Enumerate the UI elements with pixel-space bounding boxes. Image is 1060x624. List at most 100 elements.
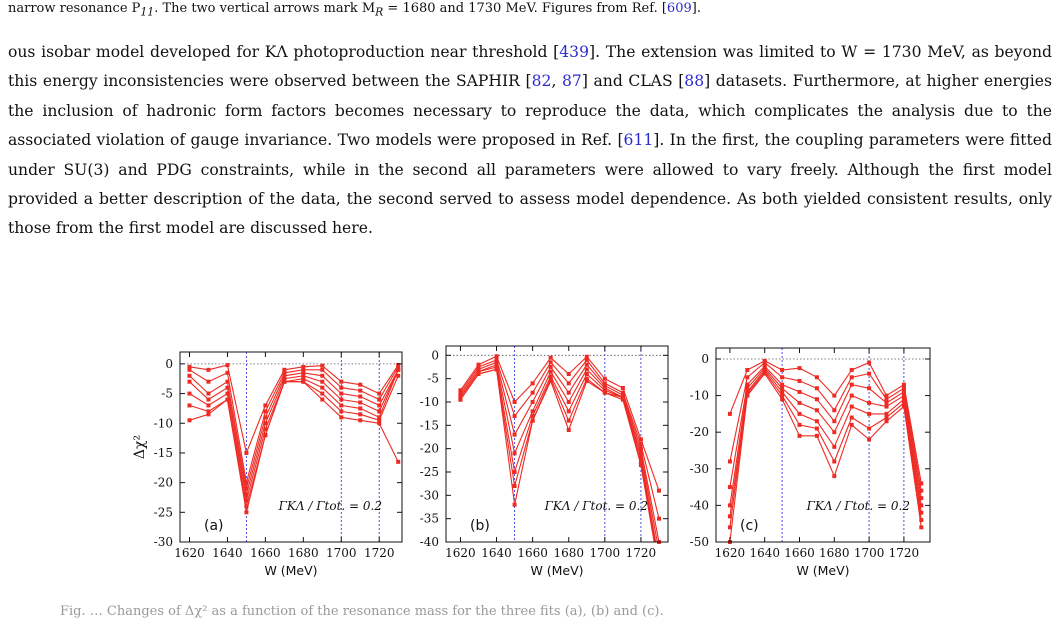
data-point: [884, 393, 889, 398]
data-point: [530, 400, 535, 404]
data-point: [301, 370, 306, 375]
data-point: [358, 400, 363, 405]
data-point: [814, 386, 819, 391]
data-point: [320, 367, 325, 372]
data-point: [745, 393, 750, 398]
citation-link[interactable]: 87: [561, 72, 582, 91]
data-point: [832, 408, 837, 413]
x-tick-label: 1620: [174, 546, 205, 560]
data-point: [797, 389, 802, 394]
data-point: [458, 397, 463, 402]
data-point: [620, 397, 625, 402]
data-point: [187, 364, 192, 369]
data-point: [727, 514, 732, 519]
data-point: [832, 419, 837, 424]
data-point: [476, 365, 481, 369]
series-line: [729, 372, 922, 542]
data-point: [263, 421, 268, 426]
data-point: [530, 414, 535, 418]
x-tick-label: 1720: [364, 546, 395, 560]
data-point: [358, 406, 363, 411]
body-paragraph: ous isobar model developed for KΛ photop…: [8, 38, 1052, 244]
citation-link[interactable]: 609: [666, 1, 692, 16]
data-point: [919, 525, 924, 530]
data-point: [584, 376, 589, 381]
data-point: [919, 481, 924, 486]
data-point: [377, 415, 382, 420]
data-point: [396, 459, 401, 464]
data-point: [512, 400, 517, 404]
data-point: [867, 437, 872, 442]
data-point: [919, 510, 924, 515]
data-point: [530, 390, 535, 395]
data-point: [638, 463, 643, 467]
y-tick-label: -40: [690, 498, 709, 512]
data-point: [832, 444, 837, 449]
citation-link[interactable]: 88: [684, 72, 705, 91]
data-point: [867, 386, 872, 391]
panel-label: (a): [204, 518, 224, 534]
data-point: [867, 411, 872, 416]
data-point: [512, 414, 517, 418]
data-point: [780, 382, 785, 387]
series-line: [729, 365, 922, 499]
data-point: [548, 379, 553, 383]
data-point: [458, 395, 463, 400]
figure-panels: 1620 1640 1660 1680 1700 1720 0 -5 -10 -15 -20 -25-…: [130, 338, 940, 598]
data-point: [548, 365, 553, 369]
paragraph-segment: ]. In the first, the coupling parameters…: [8, 131, 1052, 238]
citation-link[interactable]: 82: [531, 72, 552, 91]
x-axis-label: W (MeV): [796, 563, 849, 578]
data-point: [512, 451, 517, 456]
data-point: [638, 446, 643, 451]
data-point: [377, 409, 382, 414]
data-point: [727, 485, 732, 490]
data-point: [901, 393, 906, 398]
y-tick-label: 0: [431, 348, 439, 362]
data-point: [638, 456, 643, 460]
data-point: [187, 367, 192, 372]
data-point: [530, 381, 535, 386]
y-tick-label: -5: [161, 387, 173, 401]
y-tick-label: -30: [690, 462, 709, 476]
data-point: [780, 375, 785, 380]
data-point: [206, 409, 211, 414]
data-point: [377, 421, 382, 426]
data-point: [867, 400, 872, 405]
citation-link[interactable]: 439: [559, 43, 590, 61]
x-tick-label: 1620: [445, 546, 476, 560]
data-point: [584, 379, 589, 383]
caption-sub-2: R: [375, 5, 384, 19]
data-point: [339, 415, 344, 420]
data-point: [620, 386, 625, 390]
data-point: [638, 460, 643, 465]
data-point: [206, 412, 211, 417]
data-point: [919, 503, 924, 508]
y-tick-label: 0: [701, 352, 709, 366]
data-point: [901, 400, 906, 405]
data-point: [320, 397, 325, 402]
data-point: [727, 459, 732, 464]
data-point: [762, 360, 767, 365]
data-point: [849, 415, 854, 420]
data-point: [849, 367, 854, 372]
data-point: [187, 418, 192, 423]
y-tick-label: 0: [165, 357, 173, 371]
x-tick-label: 1660: [250, 546, 281, 560]
data-point: [849, 404, 854, 409]
data-point: [339, 391, 344, 396]
data-point: [566, 390, 571, 395]
data-point: [339, 397, 344, 402]
data-point: [901, 389, 906, 394]
citation-link[interactable]: 611: [623, 131, 654, 150]
data-point: [263, 433, 268, 438]
data-point: [476, 369, 481, 374]
data-point: [745, 382, 750, 387]
figure-caption-bottom: Fig. … Changes of Δχ² as a function of t…: [60, 604, 664, 619]
data-point: [919, 496, 924, 501]
series-line: [459, 368, 655, 542]
data-point: [206, 379, 211, 384]
data-point: [187, 403, 192, 408]
y-tick-label: -20: [690, 425, 709, 439]
y-tick-label: -5: [427, 372, 439, 386]
